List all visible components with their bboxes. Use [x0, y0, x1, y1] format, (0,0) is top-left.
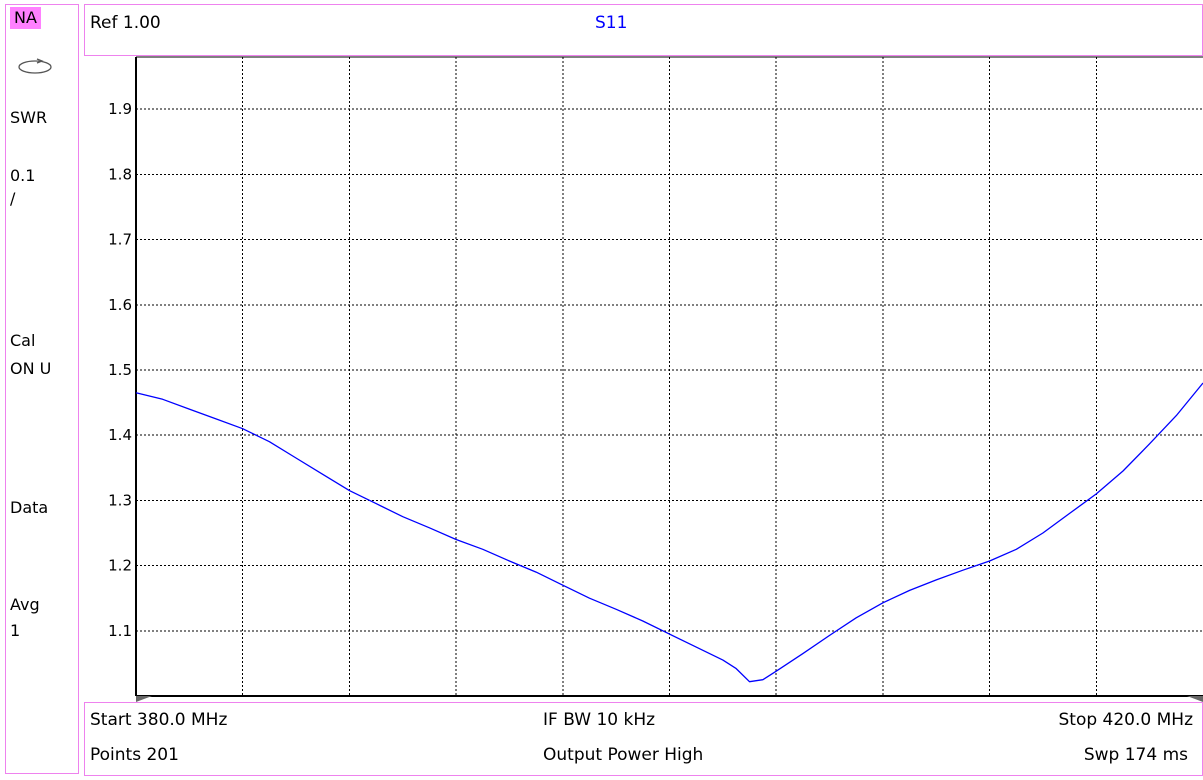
reference-level: Ref 1.00 — [90, 13, 161, 33]
cal-label: Cal — [10, 331, 36, 350]
points-count: Points 201 — [90, 745, 179, 765]
trace-header: Ref 1.00 S11 — [84, 4, 1203, 56]
scale-unit: / — [10, 189, 16, 208]
stop-frequency: Stop 420.0 MHz — [1058, 710, 1194, 730]
start-marker-icon — [136, 696, 152, 702]
status-sidebar: NA SWR 0.1 / Cal ON U Data Avg 1 — [5, 4, 79, 774]
y-tick-label: 1.1 — [108, 622, 132, 640]
swr-chart: 1.1 1.2 1.3 1.4 1.5 1.6 1.7 1.8 1.9 — [108, 56, 1203, 702]
if-bandwidth: IF BW 10 kHz — [543, 710, 656, 730]
y-tick-label: 1.2 — [108, 557, 132, 575]
sweep-loop-icon — [18, 58, 52, 74]
scale-value: 0.1 — [10, 166, 36, 185]
trace-name[interactable]: S11 — [595, 13, 628, 33]
y-tick-label: 1.4 — [108, 426, 132, 444]
y-tick-label: 1.3 — [108, 491, 132, 509]
avg-value: 1 — [10, 621, 21, 640]
format-label: SWR — [10, 108, 48, 127]
stop-marker-icon — [1187, 696, 1203, 702]
sweep-footer: Start 380.0 MHz IF BW 10 kHz Stop 420.0 … — [84, 702, 1203, 776]
sweep-time: Swp 174 ms — [1083, 745, 1188, 765]
output-power: Output Power High — [543, 745, 704, 765]
y-tick-label: 1.6 — [108, 296, 132, 314]
data-label: Data — [10, 498, 49, 517]
trace-line-s11 — [135, 382, 1203, 683]
mode-badge[interactable]: NA — [10, 7, 41, 29]
avg-label: Avg — [10, 595, 40, 614]
y-tick-label: 1.7 — [108, 231, 132, 249]
y-tick-label: 1.5 — [108, 361, 132, 379]
y-tick-label: 1.8 — [108, 165, 132, 183]
y-tick-label: 1.9 — [108, 100, 132, 118]
start-frequency: Start 380.0 MHz — [90, 710, 228, 730]
cal-status: ON U — [10, 359, 52, 378]
